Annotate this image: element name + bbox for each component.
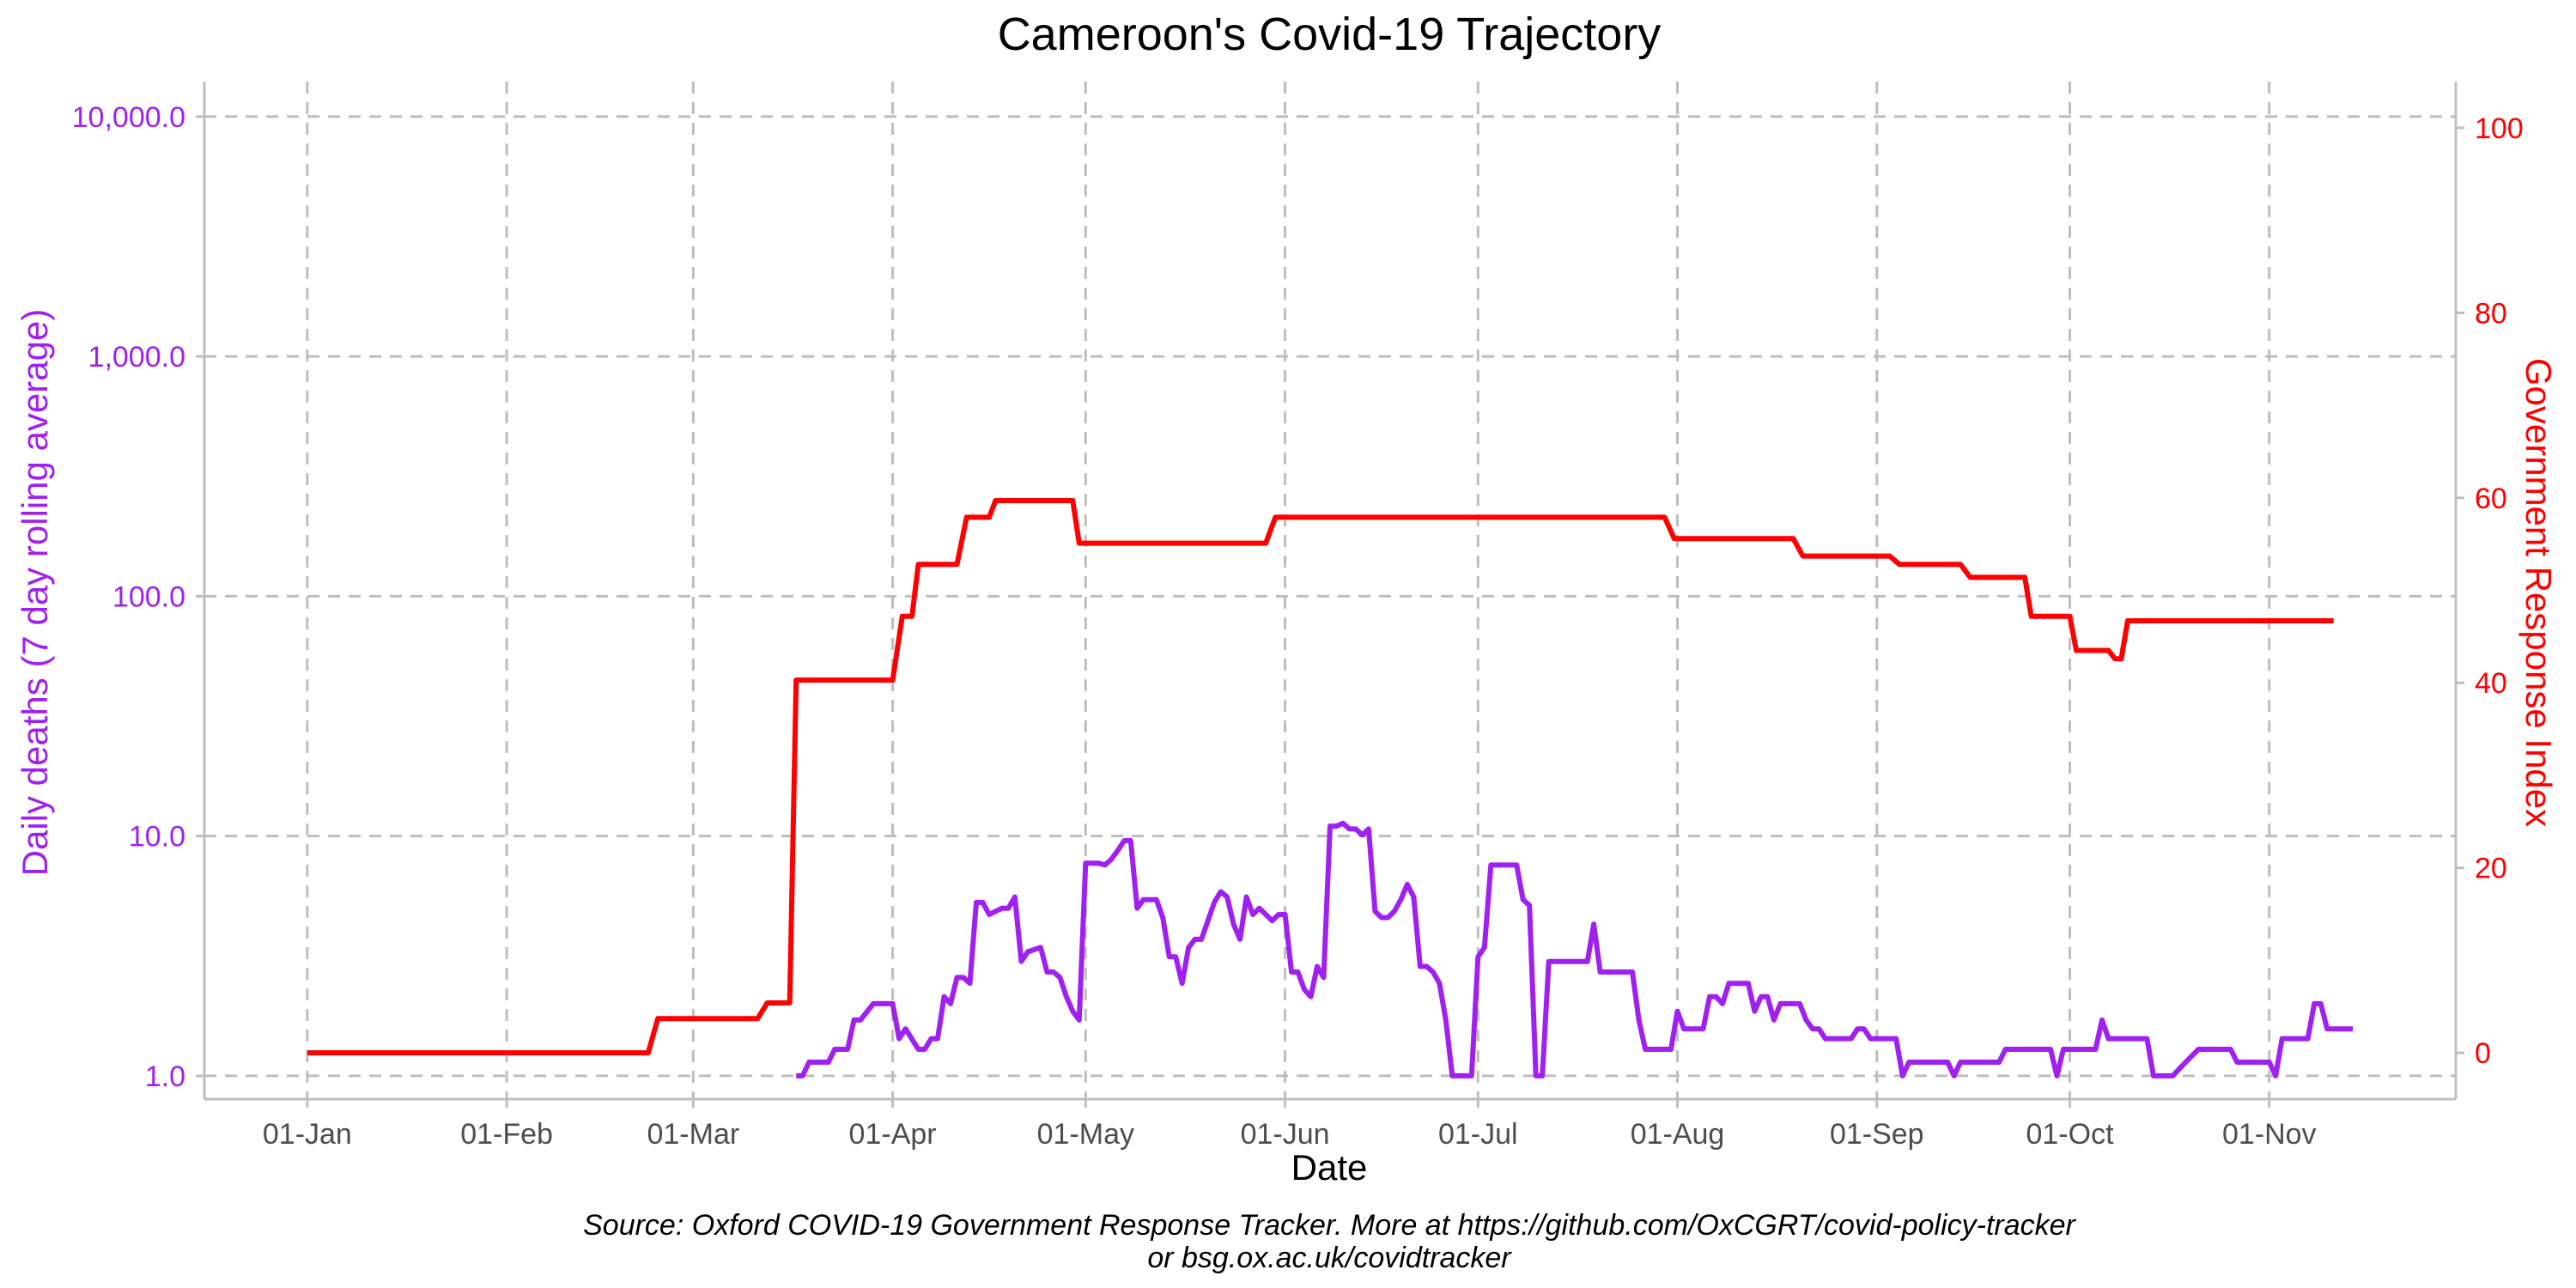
left-tick-label: 1,000.0: [88, 341, 185, 374]
right-tick-label: 0: [2475, 1037, 2491, 1070]
chart-title: Cameroon's Covid-19 Trajectory: [998, 9, 1662, 60]
x-tick-label: 01-Jul: [1438, 1118, 1518, 1151]
x-tick-label: 01-Jun: [1241, 1118, 1330, 1151]
x-tick-label: 01-Aug: [1631, 1118, 1725, 1151]
daily-deaths-line: [796, 820, 2354, 1078]
left-tick-label: 10.0: [129, 821, 185, 854]
right-axis-title: Government Response Index: [2518, 358, 2559, 827]
left-tick-label: 10,000.0: [72, 101, 185, 134]
x-tick-label: 01-May: [1037, 1118, 1134, 1151]
axis-lines: [196, 82, 2464, 1108]
response-index-line: [307, 498, 2334, 1056]
series-lines: [307, 498, 2354, 1078]
x-tick-label: 01-Nov: [2222, 1118, 2317, 1151]
left-tick-label: 100.0: [112, 580, 185, 613]
right-tick-label: 60: [2475, 483, 2507, 515]
x-tick-label: 01-Oct: [2026, 1118, 2114, 1151]
tick-labels: 01-Jan 01-Feb 01-Mar 01-Apr 01-May 01-Jun 01-J…: [72, 101, 2524, 1151]
left-axis-title: Daily deaths (7 day rolling average): [15, 309, 55, 877]
x-tick-label: 01-Apr: [849, 1118, 937, 1151]
right-tick-label: 40: [2475, 667, 2507, 700]
right-tick-label: 100: [2475, 112, 2524, 145]
x-tick-label: 01-Jan: [263, 1118, 352, 1151]
x-axis-title: Date: [1291, 1147, 1368, 1188]
x-tick-label: 01-Sep: [1830, 1118, 1924, 1151]
left-tick-label: 1.0: [145, 1060, 185, 1093]
x-tick-label: 01-Mar: [647, 1118, 739, 1151]
right-tick-label: 80: [2475, 297, 2507, 330]
right-tick-label: 20: [2475, 853, 2507, 885]
source-caption-line-2: or bsg.ox.ac.uk/covidtracker: [1147, 1242, 1512, 1274]
x-tick-label: 01-Feb: [460, 1118, 553, 1151]
grid-lines: [204, 82, 2456, 1099]
source-caption-line-1: Source: Oxford COVID-19 Government Respo…: [583, 1209, 2076, 1242]
